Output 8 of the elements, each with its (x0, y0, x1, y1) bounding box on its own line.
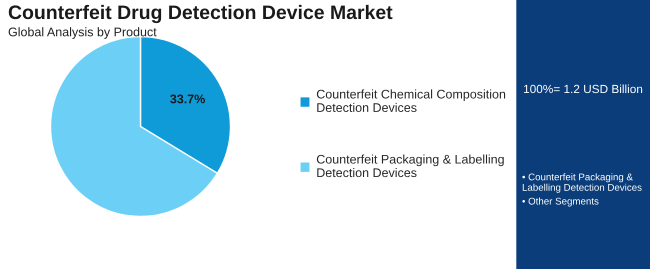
legend-label: Counterfeit Packaging & Labelling Detection Devices (316, 154, 504, 178)
text: • Counterfeit Packaging & Labelling Detection Devices (522, 173, 642, 193)
chart-title: Counterfeit Drug Detection Device Market (8, 4, 392, 24)
text: 100%= 1.2 USD Billion (524, 84, 642, 94)
legend-label: Counterfeit Chemical Composition Detection Devices (316, 89, 506, 112)
chart-subtitle: Global Analysis by Product (8, 27, 157, 39)
text: • Other Segments (522, 197, 599, 207)
data-label: 33.7% (170, 94, 205, 104)
